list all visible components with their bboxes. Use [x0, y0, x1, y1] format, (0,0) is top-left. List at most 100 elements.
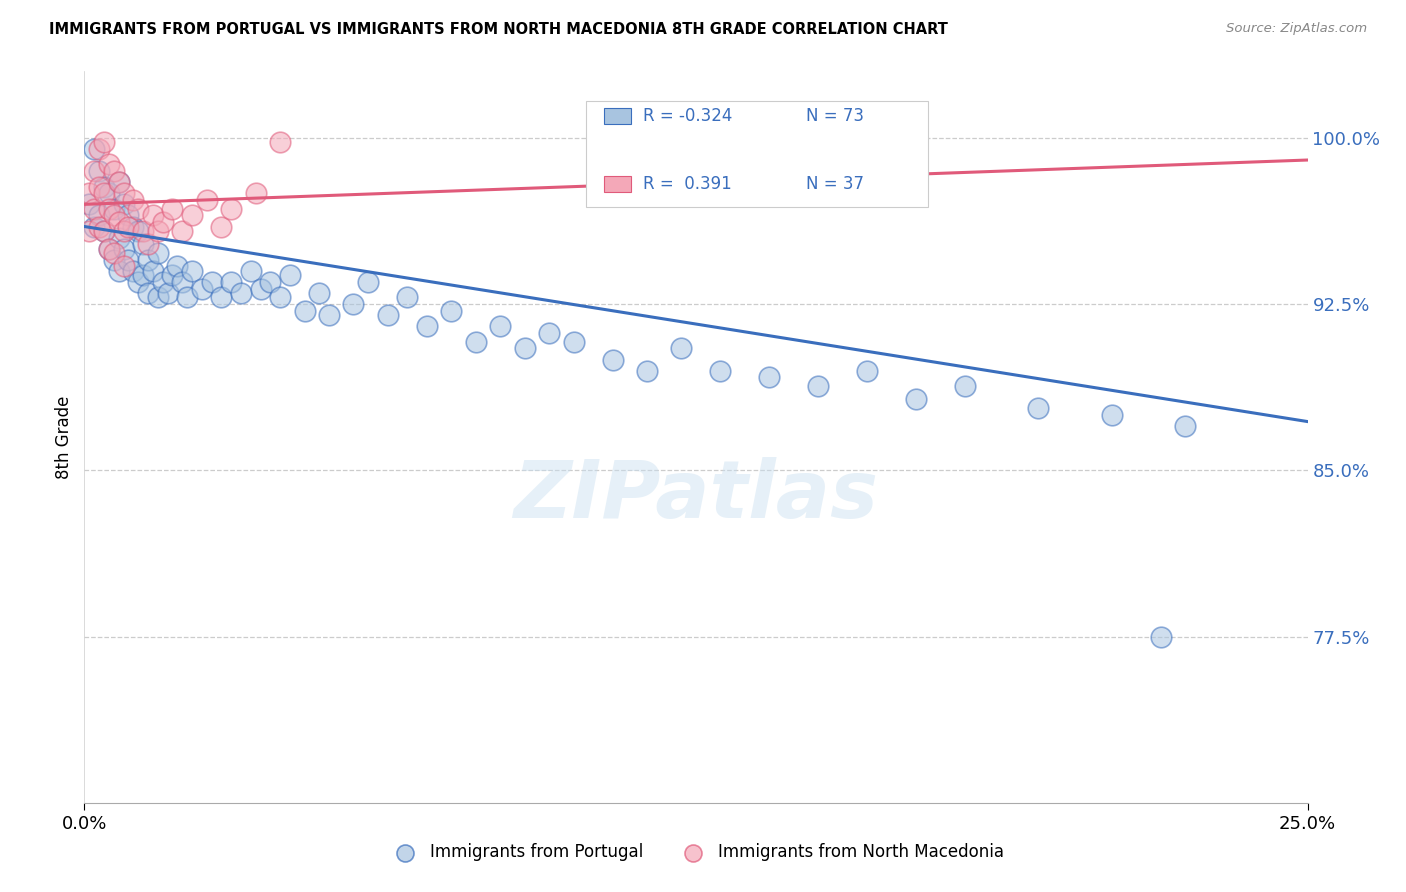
Text: ZIPatlas: ZIPatlas — [513, 457, 879, 534]
Point — [172, 275, 194, 289]
Point — [93, 136, 115, 150]
Point — [87, 142, 110, 156]
Point — [209, 290, 232, 304]
Point — [93, 186, 115, 201]
Bar — [605, 108, 631, 124]
Point — [103, 164, 125, 178]
Point — [440, 303, 463, 318]
Point — [200, 275, 222, 289]
Point — [176, 290, 198, 304]
Point — [83, 142, 105, 156]
Point — [136, 237, 159, 252]
Point — [132, 268, 155, 283]
Point — [83, 202, 105, 216]
Point — [146, 224, 169, 238]
Text: R = -0.324: R = -0.324 — [644, 107, 733, 125]
Point — [807, 379, 830, 393]
Point — [107, 175, 129, 189]
Point — [122, 193, 145, 207]
Point — [93, 224, 115, 238]
Point — [1150, 630, 1173, 644]
Point — [562, 334, 585, 349]
Point — [278, 268, 301, 283]
Point — [1028, 401, 1050, 416]
Point — [107, 175, 129, 189]
Point — [112, 224, 135, 238]
Point — [181, 264, 204, 278]
Point — [136, 252, 159, 267]
Point — [103, 246, 125, 260]
Bar — [605, 176, 631, 192]
Point — [758, 370, 780, 384]
Point — [308, 285, 330, 300]
Point — [87, 219, 110, 234]
Point — [538, 326, 561, 340]
Point — [132, 237, 155, 252]
Point — [636, 363, 658, 377]
Point — [416, 319, 439, 334]
Point — [269, 290, 291, 304]
Point — [83, 219, 105, 234]
Point — [181, 209, 204, 223]
Text: IMMIGRANTS FROM PORTUGAL VS IMMIGRANTS FROM NORTH MACEDONIA 8TH GRADE CORRELATIO: IMMIGRANTS FROM PORTUGAL VS IMMIGRANTS F… — [49, 22, 948, 37]
Point — [97, 202, 120, 216]
Text: Source: ZipAtlas.com: Source: ZipAtlas.com — [1226, 22, 1367, 36]
Point — [156, 285, 179, 300]
Point — [162, 202, 184, 216]
Point — [1101, 408, 1123, 422]
Point — [87, 209, 110, 223]
Point — [357, 275, 380, 289]
Point — [396, 290, 419, 304]
Point — [342, 297, 364, 311]
Point — [195, 193, 218, 207]
Point — [219, 275, 242, 289]
Legend: Immigrants from Portugal, Immigrants from North Macedonia: Immigrants from Portugal, Immigrants fro… — [381, 837, 1011, 868]
Point — [97, 186, 120, 201]
Point — [269, 136, 291, 150]
Point — [671, 342, 693, 356]
Point — [127, 224, 149, 238]
Text: N = 73: N = 73 — [806, 107, 865, 125]
Point — [953, 379, 976, 393]
Point — [209, 219, 232, 234]
Point — [294, 303, 316, 318]
Point — [249, 282, 271, 296]
Point — [117, 252, 139, 267]
Point — [127, 275, 149, 289]
Point — [87, 164, 110, 178]
Point — [112, 186, 135, 201]
Point — [112, 197, 135, 211]
Point — [142, 264, 165, 278]
Point — [318, 308, 340, 322]
Point — [112, 260, 135, 274]
Point — [107, 264, 129, 278]
Point — [229, 285, 252, 300]
Text: N = 37: N = 37 — [806, 175, 865, 193]
Point — [107, 215, 129, 229]
Point — [602, 352, 624, 367]
Point — [259, 275, 281, 289]
Point — [489, 319, 512, 334]
Point — [122, 264, 145, 278]
Point — [103, 252, 125, 267]
Point — [97, 242, 120, 256]
Point — [132, 224, 155, 238]
Point — [172, 224, 194, 238]
Point — [77, 197, 100, 211]
Point — [152, 275, 174, 289]
Point — [709, 363, 731, 377]
Point — [77, 224, 100, 238]
Point — [166, 260, 188, 274]
Point — [103, 209, 125, 223]
Point — [162, 268, 184, 283]
Point — [464, 334, 486, 349]
Point — [77, 186, 100, 201]
Point — [127, 202, 149, 216]
Point — [107, 230, 129, 244]
Point — [239, 264, 262, 278]
Point — [142, 209, 165, 223]
Point — [152, 215, 174, 229]
Point — [97, 157, 120, 171]
Point — [87, 179, 110, 194]
Point — [93, 224, 115, 238]
